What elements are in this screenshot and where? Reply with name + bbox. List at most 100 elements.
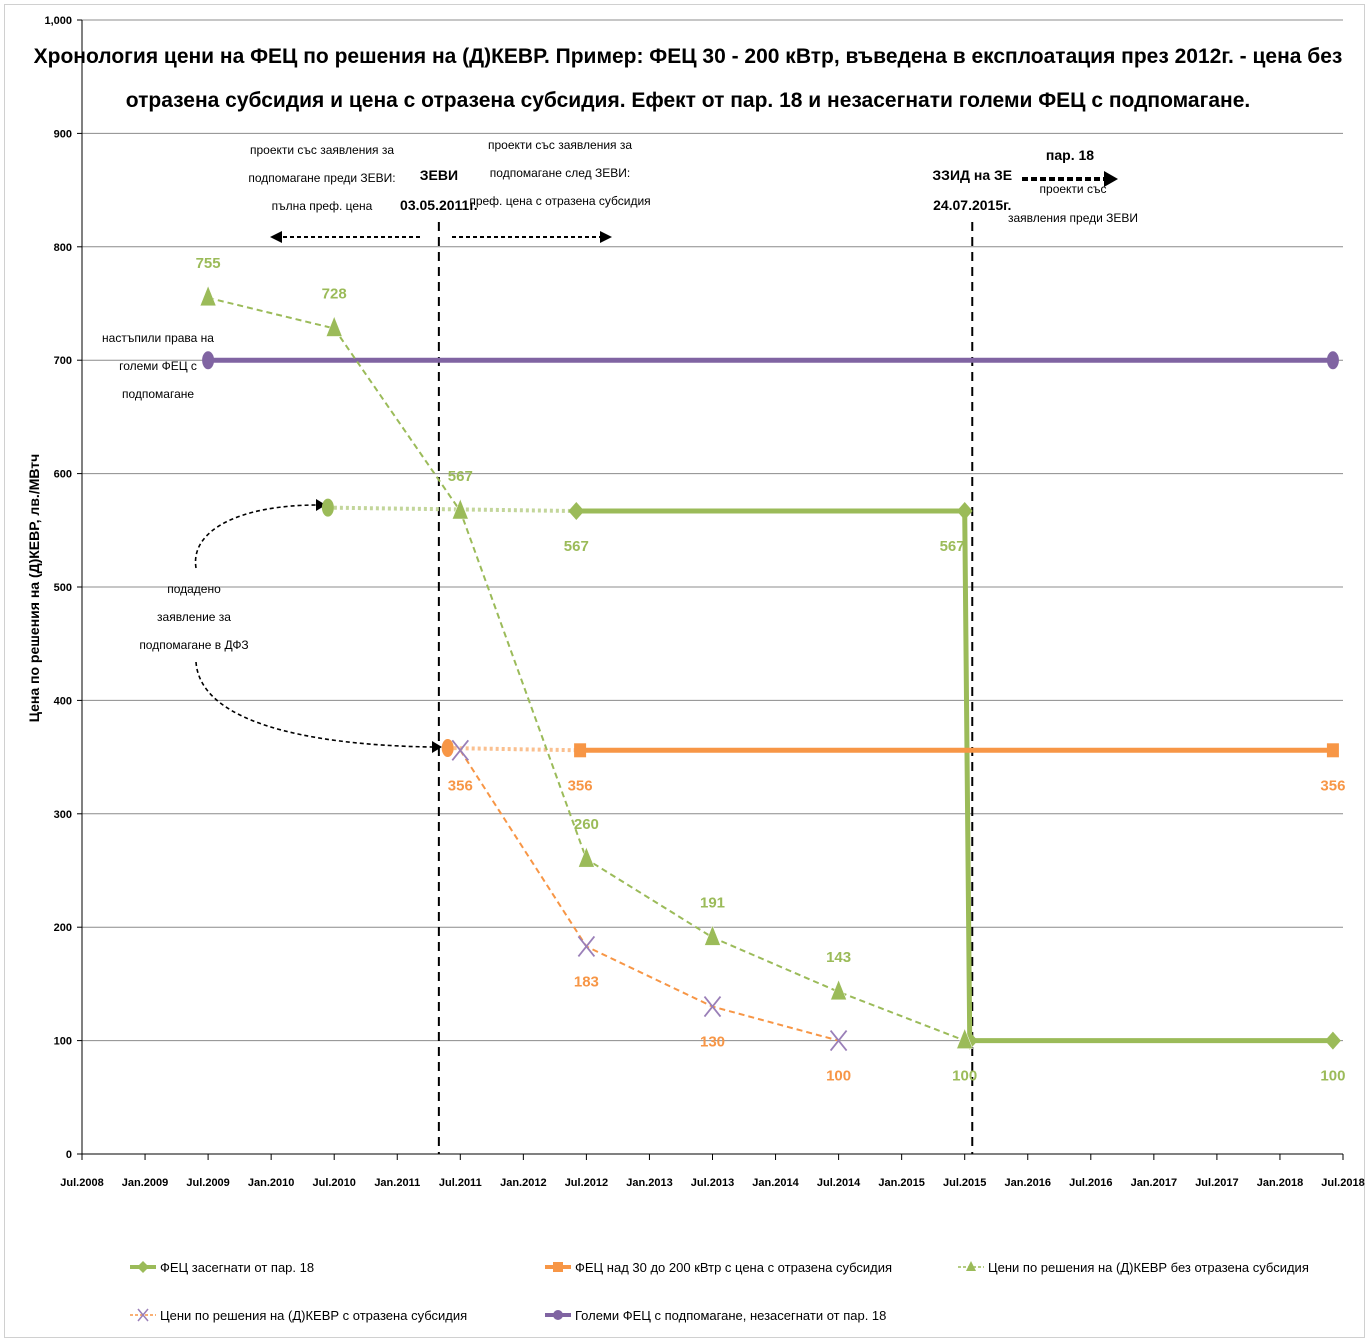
annotation-text: проекти със (1040, 182, 1107, 196)
legend-entry-label: Цени по решения на (Д)КЕВР с отразена су… (160, 1308, 467, 1323)
x-tick-label: Jul.2011 (439, 1177, 482, 1189)
chart-frame (4, 4, 1365, 1338)
triangle-marker (199, 285, 217, 307)
annotation-text: пълна преф. цена (272, 199, 373, 213)
diamond-marker (1324, 1031, 1341, 1050)
x-tick-label: Jul.2012 (565, 1177, 608, 1189)
x-tick-label: Jan.2009 (122, 1177, 168, 1189)
data-label: 191 (700, 894, 725, 911)
circle-marker (321, 498, 334, 517)
circle-marker (1326, 351, 1339, 370)
x-tick-label: Jul.2018 (1321, 1177, 1364, 1189)
legend-entry-label: Цени по решения на (Д)КЕВР без отразена … (988, 1260, 1309, 1275)
chart-title: Хронология цени на ФЕЦ по решения на (Д)… (34, 45, 1343, 112)
diamond-marker (568, 502, 585, 521)
annotation-text: пар. 18 (1046, 147, 1094, 163)
circle-marker (441, 739, 454, 758)
x-tick-label: Jul.2008 (60, 1177, 103, 1189)
data-label: 567 (564, 538, 589, 555)
triangle-marker (704, 924, 721, 946)
series-line (447, 746, 581, 753)
y-tick-label: 400 (54, 695, 72, 707)
data-label: 356 (568, 777, 593, 794)
vertical-marker-label: ЗЗИД на ЗЕ (932, 167, 1012, 183)
data-label: 260 (574, 816, 599, 833)
annotations: проекти със заявления за подпомагане пред… (102, 138, 1138, 753)
data-label: 100 (826, 1068, 851, 1085)
arrow-head (270, 231, 282, 243)
x-tick-label: Jan.2012 (500, 1177, 546, 1189)
title-line-2: отразена субсидия и цена с отразена субс… (126, 89, 1250, 112)
data-label: 183 (574, 973, 599, 990)
diamond-marker (956, 502, 973, 521)
y-tick-label: 500 (54, 582, 72, 594)
x-tick-label: Jul.2010 (312, 1177, 355, 1189)
legend-swatch-marker (553, 1262, 563, 1272)
triangle-marker (830, 979, 847, 1001)
triangle-marker (325, 315, 343, 337)
annotation-text: големи ФЕЦ с (119, 359, 197, 373)
x-tick-label: Jul.2014 (817, 1177, 861, 1189)
series-line (459, 749, 839, 1042)
curve-to-lower (195, 661, 433, 748)
x-marker (451, 739, 470, 761)
y-tick-label: 600 (54, 469, 72, 481)
circle-marker (202, 351, 215, 370)
annotation-text: подпомагане (122, 387, 194, 401)
y-tick-label: 300 (54, 809, 72, 821)
annotation-text: настъпили права на (102, 331, 214, 345)
triangle-marker (451, 498, 469, 520)
legend-entry-label: ФЕЦ засегнати от пар. 18 (160, 1260, 314, 1275)
triangle-marker (956, 1027, 974, 1049)
data-labels: 567 567 100 100 356 356 755 728 567 260 191 143 356 1… (196, 255, 1346, 1085)
series-layer (199, 285, 1341, 1052)
data-label: 728 (322, 285, 347, 302)
legend-swatch-marker (966, 1261, 976, 1271)
annotation-text: заявление за (157, 610, 231, 624)
annotation-text: проекти със заявления за (488, 138, 632, 152)
curve-to-upper (194, 504, 319, 569)
x-tick-label: Jan.2016 (1005, 1177, 1051, 1189)
y-tick-label: 200 (54, 922, 72, 934)
x-tick-label: Jul.2009 (186, 1177, 229, 1189)
y-tick-label: 900 (54, 128, 72, 140)
x-tick-label: Jan.2018 (1257, 1177, 1303, 1189)
legend-entry-label: ФЕЦ над 30 до 200 кВтр с цена с отразена… (575, 1260, 892, 1275)
vertical-marker-label: 03.05.2011г. (400, 197, 478, 213)
annotation-text: подпомагане преди ЗЕВИ: (248, 171, 395, 185)
series-line (576, 508, 1333, 1044)
data-label: 755 (196, 255, 221, 272)
vertical-marker-label: 24.07.2015г. (933, 197, 1011, 213)
legend-entry-label: Големи ФЕЦ с подпомагане, незасегнати от… (575, 1308, 886, 1323)
y-tick-label: 100 (54, 1036, 72, 1048)
x-tick-label: Jan.2010 (248, 1177, 294, 1189)
arrow-head (316, 499, 326, 511)
arrow-head (432, 741, 442, 753)
annotation-text: подпомагане в ДФЗ (139, 638, 248, 652)
legend-swatch-marker (137, 1308, 149, 1322)
annotation-text: заявления преди ЗЕВИ (1008, 211, 1138, 225)
x-tick-label: Jul.2017 (1195, 1177, 1238, 1189)
vertical-marker-label: ЗЕВИ (420, 167, 458, 183)
square-marker (574, 743, 587, 758)
series-line (327, 505, 577, 514)
annotation-text: подадено (167, 582, 221, 596)
x-tick-label: Jul.2016 (1069, 1177, 1112, 1189)
x-tick-label: Jul.2013 (691, 1177, 734, 1189)
x-tick-label: Jan.2017 (1131, 1177, 1177, 1189)
data-label: 143 (826, 949, 851, 966)
annotation-text: подпомагане след ЗЕВИ: (490, 166, 630, 180)
data-label: 567 (448, 468, 473, 485)
annotation-text: проекти със заявления за (250, 143, 394, 157)
triangle-marker (578, 846, 595, 868)
vertical-markers: ЗЕВИ 03.05.2011г. ЗЗИД на ЗЕ 24.07.2015г. (400, 167, 1012, 1154)
x-tick-label: Jul.2015 (943, 1177, 986, 1189)
data-label: 356 (1320, 777, 1345, 794)
data-label: 100 (1320, 1068, 1345, 1085)
x-marker (577, 935, 596, 958)
x-marker (703, 996, 722, 1018)
legend-swatch-marker (553, 1310, 563, 1320)
x-tick-label: Jan.2015 (878, 1177, 924, 1189)
y-tick-label: 0 (66, 1149, 72, 1161)
